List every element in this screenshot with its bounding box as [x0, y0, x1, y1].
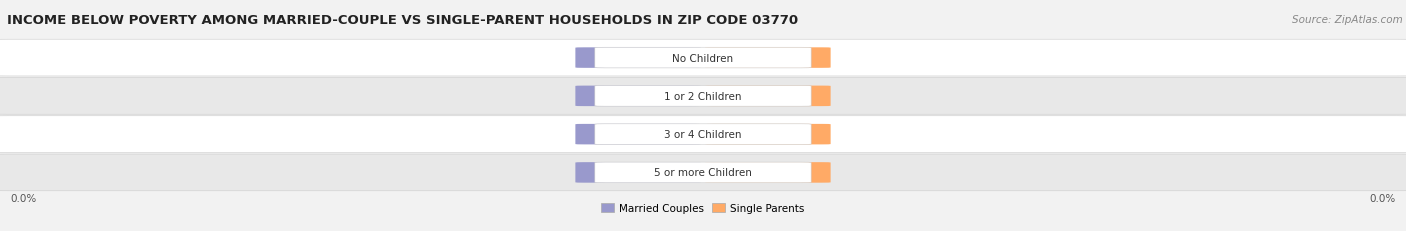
FancyBboxPatch shape — [0, 78, 1406, 115]
FancyBboxPatch shape — [575, 162, 700, 183]
FancyBboxPatch shape — [595, 48, 811, 69]
Text: 0.0%: 0.0% — [624, 168, 651, 178]
Text: 0.0%: 0.0% — [624, 53, 651, 63]
FancyBboxPatch shape — [595, 162, 811, 183]
FancyBboxPatch shape — [595, 124, 811, 145]
Text: INCOME BELOW POVERTY AMONG MARRIED-COUPLE VS SINGLE-PARENT HOUSEHOLDS IN ZIP COD: INCOME BELOW POVERTY AMONG MARRIED-COUPL… — [7, 14, 799, 27]
Text: 3 or 4 Children: 3 or 4 Children — [664, 130, 742, 140]
FancyBboxPatch shape — [706, 48, 831, 69]
FancyBboxPatch shape — [0, 154, 1406, 191]
Text: No Children: No Children — [672, 53, 734, 63]
Text: 0.0%: 0.0% — [755, 53, 782, 63]
Text: 0.0%: 0.0% — [11, 194, 37, 204]
FancyBboxPatch shape — [575, 124, 700, 145]
Legend: Married Couples, Single Parents: Married Couples, Single Parents — [598, 199, 808, 217]
FancyBboxPatch shape — [706, 124, 831, 145]
FancyBboxPatch shape — [0, 116, 1406, 153]
FancyBboxPatch shape — [706, 162, 831, 183]
Text: 0.0%: 0.0% — [755, 168, 782, 178]
FancyBboxPatch shape — [595, 86, 811, 107]
Text: 0.0%: 0.0% — [1369, 194, 1395, 204]
Text: 0.0%: 0.0% — [755, 130, 782, 140]
Text: 0.0%: 0.0% — [624, 130, 651, 140]
FancyBboxPatch shape — [0, 40, 1406, 77]
Text: Source: ZipAtlas.com: Source: ZipAtlas.com — [1292, 15, 1403, 25]
Text: 0.0%: 0.0% — [755, 91, 782, 101]
Text: 0.0%: 0.0% — [624, 91, 651, 101]
Text: 5 or more Children: 5 or more Children — [654, 168, 752, 178]
FancyBboxPatch shape — [706, 86, 831, 107]
Text: 1 or 2 Children: 1 or 2 Children — [664, 91, 742, 101]
FancyBboxPatch shape — [575, 86, 700, 107]
FancyBboxPatch shape — [575, 48, 700, 69]
